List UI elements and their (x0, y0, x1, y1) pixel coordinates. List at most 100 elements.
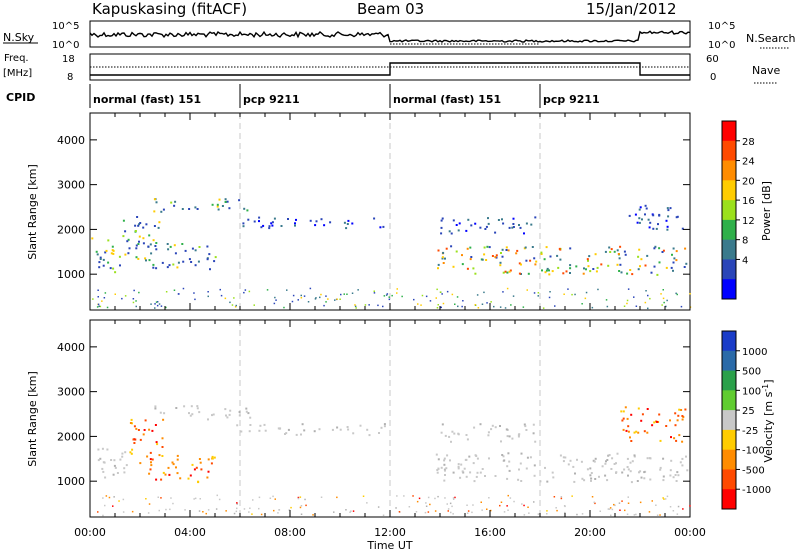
radar-echo-cell (226, 200, 229, 203)
radar-echo-cell (173, 204, 176, 207)
radar-echo-cell (104, 292, 107, 294)
velocity-panel: 1000 2000 3000 4000 (57, 319, 691, 518)
radar-echo-cell (259, 424, 262, 427)
radar-echo-cell (537, 513, 540, 515)
radar-echo-cell (229, 409, 232, 412)
radar-echo-cell (586, 258, 589, 261)
colorbar-tick-label: 28 (742, 137, 755, 148)
radar-echo-cell (507, 509, 509, 511)
radar-echo-cell (454, 303, 456, 305)
radar-echo-cell (671, 253, 673, 256)
radar-echo-cell (542, 307, 545, 309)
radar-echo-cell (295, 433, 298, 436)
radar-echo-cell (509, 497, 512, 499)
radar-echo-cell (425, 502, 427, 504)
radar-echo-cell (493, 305, 495, 308)
radar-echo-cell (189, 474, 192, 477)
radar-echo-cell (427, 496, 430, 499)
radar-echo-cell (174, 200, 177, 203)
radar-echo-cell (396, 495, 398, 497)
radar-echo-cell (413, 298, 415, 301)
radar-echo-cell (526, 456, 529, 459)
radar-echo-cell (148, 259, 151, 262)
colorbar-swatch (722, 449, 736, 470)
radar-echo-cell (325, 295, 327, 297)
radar-echo-cell (629, 269, 632, 271)
radar-echo-cell (391, 294, 393, 297)
radar-echo-cell (672, 510, 675, 512)
radar-echo-cell (657, 223, 659, 226)
radar-echo-cell (640, 258, 643, 261)
radar-echo-cell (345, 227, 348, 230)
radar-echo-cell (459, 476, 462, 479)
radar-echo-cell (224, 408, 227, 411)
radar-echo-cell (190, 261, 193, 263)
radar-echo-cell (156, 443, 159, 446)
radar-echo-cell (508, 435, 511, 438)
radar-echo-cell (645, 290, 647, 292)
radar-echo-cell (373, 290, 375, 292)
radar-echo-cell (643, 471, 646, 474)
radar-echo-cell (118, 500, 120, 502)
radar-echo-cell (221, 205, 224, 207)
radar-echo-cell (149, 451, 152, 454)
x-tick-label: 08:00 (274, 526, 306, 539)
radar-echo-cell (583, 479, 586, 482)
radar-echo-cell (639, 470, 642, 473)
radar-echo-cell (194, 249, 197, 252)
radar-echo-cell (479, 226, 482, 229)
radar-echo-cell (425, 295, 428, 298)
radar-echo-cell (486, 302, 488, 304)
radar-echo-cell (135, 256, 138, 259)
radar-echo-cell (638, 208, 641, 211)
radar-echo-cell (469, 258, 472, 261)
nave-tick-bottom: 0 (710, 72, 716, 83)
radar-echo-cell (242, 225, 245, 228)
radar-echo-cell (583, 267, 585, 270)
radar-echo-cell (476, 294, 479, 296)
radar-echo-cell (504, 270, 507, 273)
radar-echo-cell (673, 257, 676, 260)
radar-echo-cell (354, 305, 357, 308)
radar-echo-cell (357, 289, 359, 291)
radar-echo-cell (107, 261, 110, 264)
radar-echo-cell (275, 299, 277, 301)
radar-echo-cell (226, 416, 229, 419)
radar-echo-cell (231, 304, 234, 306)
radar-echo-cell (472, 504, 474, 506)
radar-echo-cell (447, 508, 450, 510)
radar-echo-cell (661, 251, 664, 253)
radar-echo-cell (373, 217, 376, 220)
radar-echo-cell (334, 299, 336, 301)
radar-echo-cell (217, 208, 220, 211)
radar-echo-cell (268, 225, 271, 228)
radar-echo-cell (461, 254, 463, 257)
radar-echo-cell (627, 288, 630, 290)
radar-echo-cell (436, 288, 438, 291)
radar-echo-cell (651, 500, 653, 502)
power-colorbar: 28 24 20 16 12 8 4 (721, 120, 755, 300)
radar-echo-cell (320, 293, 322, 296)
radar-echo-cell (655, 227, 658, 230)
radar-echo-cell (436, 307, 439, 309)
radar-echo-cell (452, 219, 455, 222)
radar-echo-cell (102, 497, 104, 499)
radar-echo-cell (518, 224, 520, 226)
radar-echo-cell (606, 305, 609, 308)
radar-echo-cell (681, 440, 684, 443)
radar-echo-cell (314, 224, 317, 227)
radar-echo-cell (238, 414, 241, 417)
radar-echo-cell (658, 214, 661, 217)
radar-echo-cell (101, 467, 104, 470)
radar-echo-cell (441, 257, 444, 260)
radar-echo-cell (153, 198, 156, 201)
radar-echo-cell (145, 223, 148, 226)
radar-echo-cell (343, 221, 346, 224)
radar-echo-cell (102, 264, 105, 267)
radar-echo-cell (611, 508, 614, 511)
radar-echo-cell (689, 293, 691, 295)
radar-echo-cell (162, 471, 165, 474)
radar-echo-cell (462, 300, 464, 302)
colorbar-swatch (722, 219, 736, 241)
radar-echo-cell (273, 302, 276, 305)
